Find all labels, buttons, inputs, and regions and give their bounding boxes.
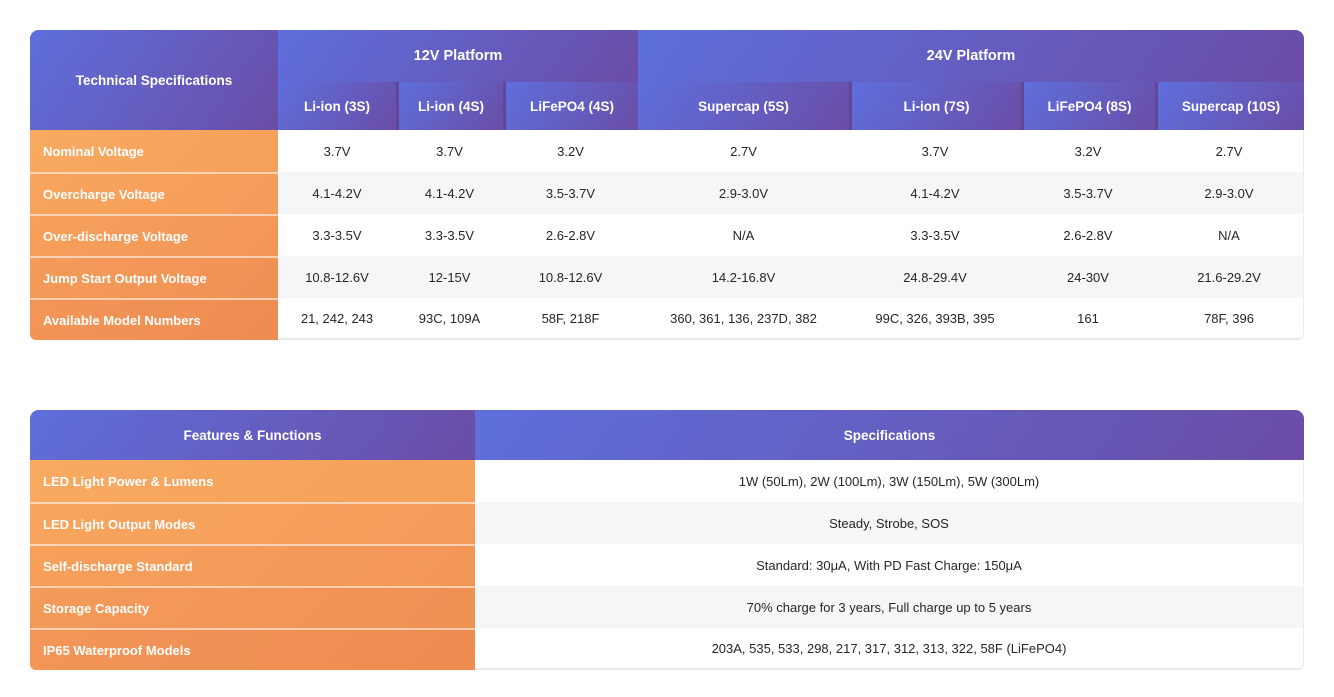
row-label: Overcharge Voltage (30, 172, 278, 214)
features-functions-table: Features & Functions Specifications LED … (30, 410, 1304, 670)
cell-value: 99C, 326, 393B, 395 (849, 298, 1021, 340)
cell-value: 70% charge for 3 years, Full charge up t… (475, 586, 1304, 628)
cell-value: 2.9-3.0V (638, 172, 849, 214)
column-header-li-ion-3s: Li-ion (3S) (278, 82, 396, 130)
column-header-supercap-5s: Supercap (5S) (638, 82, 849, 130)
cell-value: 4.1-4.2V (849, 172, 1021, 214)
features-table-header: Features & Functions Specifications (30, 410, 1304, 460)
cell-value: N/A (1155, 214, 1304, 256)
cell-value: 10.8-12.6V (503, 256, 638, 298)
row-label: Storage Capacity (30, 586, 475, 628)
row-label: Available Model Numbers (30, 298, 278, 340)
cell-value: 2.9-3.0V (1155, 172, 1304, 214)
cell-value: 2.6-2.8V (503, 214, 638, 256)
cell-value: 203A, 535, 533, 298, 217, 317, 312, 313,… (475, 628, 1304, 670)
technical-specifications-table: Technical Specifications 12V Platform 24… (30, 30, 1304, 340)
cell-value: 3.7V (849, 130, 1021, 172)
cell-value: N/A (638, 214, 849, 256)
column-header-lifepo4-8s: LiFePO4 (8S) (1024, 82, 1155, 130)
cell-value: 3.5-3.7V (503, 172, 638, 214)
cell-value: 3.3-3.5V (849, 214, 1021, 256)
spec-table-header: Technical Specifications 12V Platform 24… (30, 30, 1304, 130)
cell-value: 161 (1021, 298, 1155, 340)
spec-table-body: Nominal Voltage 3.7V 3.7V 3.2V 2.7V 3.7V… (30, 130, 1304, 340)
cell-value: 24-30V (1021, 256, 1155, 298)
row-label: LED Light Output Modes (30, 502, 475, 544)
cell-value: 93C, 109A (396, 298, 503, 340)
cell-value: 2.7V (638, 130, 849, 172)
cell-value: 24.8-29.4V (849, 256, 1021, 298)
header-specifications: Specifications (475, 410, 1304, 460)
cell-value: 3.2V (1021, 130, 1155, 172)
cell-value: 4.1-4.2V (396, 172, 503, 214)
cell-value: 3.2V (503, 130, 638, 172)
column-header-li-ion-4s: Li-ion (4S) (399, 82, 503, 130)
corner-header-technical-specifications: Technical Specifications (30, 30, 278, 130)
cell-value: 12-15V (396, 256, 503, 298)
cell-value: 21.6-29.2V (1155, 256, 1304, 298)
row-label: Over-discharge Voltage (30, 214, 278, 256)
cell-value: 2.7V (1155, 130, 1304, 172)
cell-value: 3.5-3.7V (1021, 172, 1155, 214)
cell-value: Steady, Strobe, SOS (475, 502, 1304, 544)
row-label: IP65 Waterproof Models (30, 628, 475, 670)
cell-value: 3.3-3.5V (396, 214, 503, 256)
row-label: Self-discharge Standard (30, 544, 475, 586)
column-header-li-ion-7s: Li-ion (7S) (852, 82, 1021, 130)
cell-value: 1W (50Lm), 2W (100Lm), 3W (150Lm), 5W (3… (475, 460, 1304, 502)
cell-value: 4.1-4.2V (278, 172, 396, 214)
cell-value: 360, 361, 136, 237D, 382 (638, 298, 849, 340)
cell-value: 3.3-3.5V (278, 214, 396, 256)
cell-value: 58F, 218F (503, 298, 638, 340)
cell-value: 2.6-2.8V (1021, 214, 1155, 256)
cell-value: 3.7V (278, 130, 396, 172)
row-label: Nominal Voltage (30, 130, 278, 172)
row-label: LED Light Power & Lumens (30, 460, 475, 502)
cell-value: 21, 242, 243 (278, 298, 396, 340)
cell-value: 14.2-16.8V (638, 256, 849, 298)
cell-value: 78F, 396 (1155, 298, 1304, 340)
header-features-functions: Features & Functions (30, 410, 475, 460)
column-header-lifepo4-4s: LiFePO4 (4S) (506, 82, 638, 130)
features-table-body: LED Light Power & Lumens 1W (50Lm), 2W (… (30, 460, 1304, 670)
row-label: Jump Start Output Voltage (30, 256, 278, 298)
group-header-12v-platform: 12V Platform (278, 30, 638, 82)
cell-value: 10.8-12.6V (278, 256, 396, 298)
group-header-24v-platform: 24V Platform (638, 30, 1304, 82)
cell-value: 3.7V (396, 130, 503, 172)
column-header-supercap-10s: Supercap (10S) (1158, 82, 1304, 130)
cell-value: Standard: 30μA, With PD Fast Charge: 150… (475, 544, 1304, 586)
